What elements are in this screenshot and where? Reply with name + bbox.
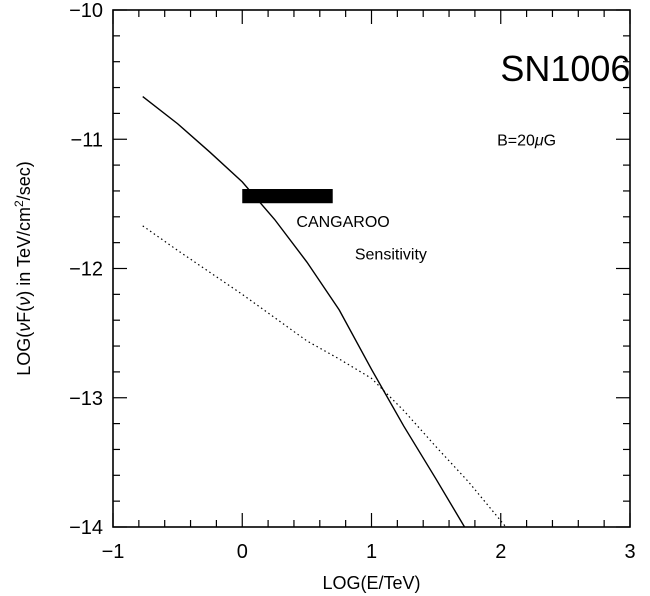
- y-label-prefix: LOG(: [14, 332, 34, 376]
- y-tick-label: −10: [69, 0, 103, 22]
- y-label-end: /sec): [14, 161, 34, 200]
- b-field-mu: μ: [534, 133, 544, 150]
- y-tick-label: −14: [69, 517, 103, 539]
- y-label-nu1: ν: [14, 323, 34, 332]
- sensitivity-bar: [242, 189, 333, 204]
- b-field-unit: G: [544, 133, 556, 150]
- ticks: [112, 9, 631, 528]
- curves: [142, 96, 507, 528]
- y-axis-label: LOG(νF(ν) in TeV/cm2/sec): [12, 161, 34, 375]
- dotted-curve: [142, 225, 507, 528]
- annotation-cangaroo: CANGAROO: [296, 214, 389, 231]
- annotation-b-field: B=20μG: [497, 133, 556, 150]
- x-axis-label: LOG(E/TeV): [322, 573, 420, 593]
- x-tick-label: −1: [102, 541, 125, 563]
- y-tick-label: −11: [71, 129, 103, 151]
- x-tick-label: 0: [237, 541, 248, 563]
- annotation-sensitivity: Sensitivity: [355, 246, 427, 263]
- x-tick-label: 2: [495, 541, 506, 563]
- x-tick-label: 1: [366, 541, 377, 563]
- annotation-sn1006: SN1006: [500, 48, 630, 89]
- y-tick-label: −13: [69, 388, 103, 410]
- tick-labels: −1 0 1 2 3−14−13−12−11−10: [69, 0, 636, 563]
- y-label-nu2: ν: [14, 297, 34, 306]
- b-field-text: B=20: [497, 133, 535, 150]
- y-label-sup: 2: [12, 200, 26, 207]
- y-label-tail: ) in TeV/cm: [14, 207, 34, 297]
- y-label-mid: F(: [14, 306, 34, 323]
- solid-curve: [142, 96, 466, 528]
- x-tick-label: 3: [624, 541, 635, 563]
- y-tick-label: −12: [69, 259, 103, 281]
